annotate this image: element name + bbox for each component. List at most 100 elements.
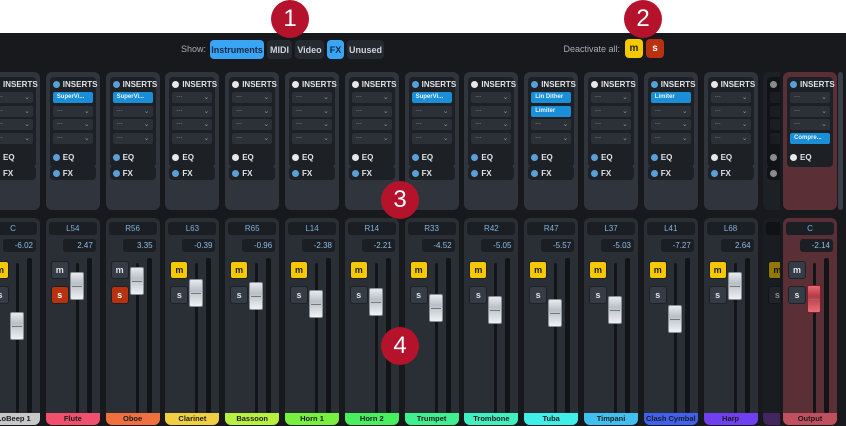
- fx-button[interactable]: FX: [647, 166, 694, 180]
- inserts-power-icon[interactable]: [351, 81, 359, 88]
- eq-power-icon[interactable]: [790, 153, 797, 161]
- pan-control[interactable]: R14: [347, 222, 396, 235]
- mute-button[interactable]: m: [0, 261, 9, 279]
- fader-handle[interactable]: [10, 312, 24, 340]
- insert-slot[interactable]: --- ⌄: [52, 119, 93, 130]
- solo-button[interactable]: s: [170, 286, 189, 304]
- channel-name[interactable]: Flute: [45, 413, 100, 425]
- eq-power-icon[interactable]: [112, 153, 120, 161]
- pan-control[interactable]: C: [0, 222, 37, 235]
- chevron-down-icon[interactable]: ⌄: [382, 134, 389, 142]
- chevron-down-icon[interactable]: ⌄: [502, 94, 509, 101]
- solo-button[interactable]: s: [230, 286, 249, 304]
- chevron-down-icon[interactable]: ⌄: [263, 134, 270, 142]
- insert-slot[interactable]: --- ⌄: [52, 132, 93, 144]
- volume-readout[interactable]: 2.47: [62, 239, 96, 252]
- filter-fx-button[interactable]: FX: [327, 40, 344, 59]
- insert-slot[interactable]: --- ⌄: [0, 105, 33, 117]
- fx-button[interactable]: FX: [348, 166, 395, 180]
- volume-readout[interactable]: 3.35: [122, 239, 156, 252]
- insert-slot[interactable]: --- ⌄: [292, 132, 332, 144]
- insert-slot[interactable]: --- ⌄: [351, 119, 392, 130]
- solo-button[interactable]: s: [469, 286, 488, 304]
- eq-button[interactable]: EQ: [647, 150, 694, 164]
- eq-button[interactable]: EQ: [229, 150, 276, 164]
- insert-slot[interactable]: --- ⌄: [411, 132, 452, 144]
- mute-button[interactable]: m: [290, 261, 308, 279]
- mute-button[interactable]: m: [469, 261, 488, 279]
- inserts-header[interactable]: INSERTS: [471, 80, 516, 89]
- fader-handle[interactable]: [727, 271, 742, 300]
- deactivate-solo-all-button[interactable]: s: [646, 39, 664, 58]
- pan-control[interactable]: L68: [706, 222, 755, 235]
- channel-name[interactable]: Output: [783, 413, 837, 425]
- insert-slot[interactable]: Compre...: [790, 132, 830, 144]
- chevron-down-icon[interactable]: ⌄: [323, 94, 329, 101]
- fx-button[interactable]: FX: [408, 166, 455, 180]
- insert-slot[interactable]: --- ⌄: [411, 119, 452, 130]
- fx-power-icon[interactable]: [591, 169, 598, 177]
- inserts-header[interactable]: INSERTS: [411, 80, 456, 89]
- pan-control[interactable]: R42: [467, 222, 516, 235]
- chevron-down-icon[interactable]: ⌄: [741, 94, 748, 101]
- chevron-down-icon[interactable]: ⌄: [24, 134, 30, 142]
- solo-button[interactable]: s: [110, 286, 129, 304]
- fx-power-icon[interactable]: [172, 169, 180, 177]
- mute-button[interactable]: m: [50, 261, 69, 279]
- fx-button[interactable]: FX: [528, 166, 575, 180]
- insert-slot[interactable]: SuperVi...: [52, 92, 93, 103]
- volume-readout[interactable]: -7.27: [660, 239, 694, 252]
- mute-button[interactable]: m: [349, 261, 368, 279]
- channel-name[interactable]: Horn 1: [285, 413, 339, 425]
- mute-button[interactable]: m: [589, 261, 607, 279]
- insert-slot[interactable]: --- ⌄: [232, 92, 273, 103]
- pan-control[interactable]: R56: [108, 222, 157, 235]
- mute-button[interactable]: m: [788, 261, 806, 279]
- eq-button[interactable]: EQ: [289, 150, 335, 164]
- chevron-down-icon[interactable]: ⌄: [741, 107, 748, 115]
- insert-slot[interactable]: --- ⌄: [351, 105, 392, 117]
- channel-name[interactable]: Harp: [703, 413, 758, 425]
- chevron-down-icon[interactable]: ⌄: [203, 94, 210, 101]
- chevron-down-icon[interactable]: ⌄: [502, 107, 509, 115]
- insert-slot[interactable]: --- ⌄: [790, 119, 830, 130]
- inserts-power-icon[interactable]: [232, 81, 240, 88]
- pan-control[interactable]: L63: [168, 222, 217, 235]
- fader-handle[interactable]: [189, 279, 204, 307]
- fx-power-icon[interactable]: [232, 169, 240, 177]
- chevron-down-icon[interactable]: ⌄: [681, 107, 688, 115]
- insert-slot[interactable]: --- ⌄: [0, 92, 33, 103]
- inserts-power-icon[interactable]: [471, 81, 479, 88]
- chevron-down-icon[interactable]: ⌄: [203, 107, 210, 115]
- solo-button[interactable]: s: [349, 286, 368, 304]
- eq-power-icon[interactable]: [710, 153, 718, 161]
- fader-handle[interactable]: [548, 298, 563, 327]
- inserts-header[interactable]: INSERTS: [292, 80, 337, 89]
- volume-readout[interactable]: -2.21: [361, 239, 395, 252]
- insert-slot[interactable]: --- ⌄: [710, 92, 751, 103]
- filter-instruments-button[interactable]: Instruments: [210, 40, 264, 59]
- chevron-down-icon[interactable]: ⌄: [83, 134, 90, 142]
- insert-slot[interactable]: --- ⌄: [790, 105, 830, 117]
- eq-button[interactable]: EQ: [707, 150, 754, 164]
- insert-slot[interactable]: --- ⌄: [52, 105, 93, 117]
- inserts-header[interactable]: INSERTS: [112, 80, 157, 89]
- insert-slot[interactable]: --- ⌄: [172, 119, 213, 130]
- insert-slot[interactable]: --- ⌄: [531, 119, 572, 130]
- inserts-power-icon[interactable]: [591, 81, 598, 88]
- insert-slot[interactable]: --- ⌄: [232, 132, 273, 144]
- filter-video-button[interactable]: Video: [295, 40, 324, 59]
- mute-button[interactable]: m: [110, 261, 129, 279]
- eq-button[interactable]: EQ: [109, 150, 156, 164]
- eq-power-icon[interactable]: [411, 153, 419, 161]
- insert-slot[interactable]: --- ⌄: [0, 132, 33, 144]
- chevron-down-icon[interactable]: ⌄: [622, 134, 628, 142]
- fx-button[interactable]: FX: [169, 166, 216, 180]
- fader-handle[interactable]: [129, 267, 144, 295]
- insert-slot[interactable]: --- ⌄: [351, 92, 392, 103]
- volume-readout[interactable]: -6.02: [3, 239, 36, 252]
- chevron-down-icon[interactable]: ⌄: [442, 121, 449, 128]
- fx-power-icon[interactable]: [351, 169, 359, 177]
- chevron-down-icon[interactable]: ⌄: [83, 107, 90, 115]
- fx-power-icon[interactable]: [292, 169, 299, 177]
